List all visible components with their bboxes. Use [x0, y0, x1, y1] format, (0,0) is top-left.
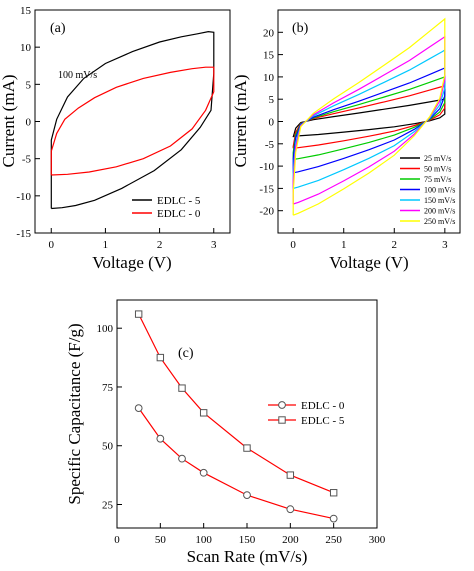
panel-c-label: (c): [178, 346, 194, 361]
panel-b-xtick-label: 2: [392, 239, 398, 251]
panel-b-ylabel: Current (mA): [231, 74, 250, 167]
panel-b-xlabel: Voltage (V): [329, 253, 408, 272]
panel-a-ytick-label: -15: [16, 228, 31, 240]
panel-a-xtick-label: 3: [211, 239, 217, 251]
panel-a-label: (a): [50, 21, 66, 36]
panel-b-xtick-label: 1: [341, 239, 347, 251]
panel-b-ytick-label: 0: [269, 117, 275, 129]
panel-c-ytick-label: 25: [102, 499, 114, 511]
panel-b-ticks: 0 1 2 3 -20 -15 -10 -5 0 5 10 15 20: [259, 27, 448, 251]
panel-c-point-square: [243, 444, 251, 452]
panel-a-xtick-label: 1: [103, 239, 109, 251]
panel-b-label: (b): [292, 21, 309, 36]
panel-b-xtick-label: 0: [290, 239, 296, 251]
panel-b-ytick-label: -20: [259, 206, 274, 218]
panel-c-point-square: [329, 489, 338, 497]
panel-a-ytick-label: 0: [26, 117, 32, 129]
panel-c-xlabel: Scan Rate (mV/s): [187, 547, 308, 566]
panel-a: 0 1 2 3 -15 -10 -5 0 5 10 15 (a) 100 mV/s Voltage …: [0, 5, 231, 272]
panel-c-point-circle: [286, 505, 295, 514]
panel-c-point-square: [199, 409, 208, 417]
panel-c-ytick-label: 50: [102, 441, 114, 453]
panel-b-series-line: [292, 35, 446, 205]
panel-a-series-line: [50, 66, 215, 176]
panel-c-xtick-label: 150: [239, 534, 256, 546]
panel-c-point-circle: [134, 404, 143, 413]
panel-c-xtick-label: 300: [369, 534, 386, 546]
panel-a-ytick-label: 5: [26, 79, 32, 91]
panel-c-legend-marker: [278, 416, 286, 424]
panel-b-series-line: [292, 17, 446, 216]
panel-b-xtick-label: 3: [442, 239, 448, 251]
panel-c-point-circle: [199, 468, 208, 477]
panel-b-series: [292, 17, 446, 216]
panel-a-series: [50, 30, 215, 210]
panel-c-xtick-label: 250: [325, 534, 342, 546]
panel-b-ytick-label: -5: [265, 139, 275, 151]
panel-c-ytick-label: 100: [97, 323, 114, 335]
panel-c-legend-label: EDLC - 0: [301, 400, 345, 412]
panel-c-xtick-label: 0: [114, 534, 120, 546]
panel-b-legend-label: 250 mV/s: [424, 217, 455, 226]
panel-c-series: [134, 310, 338, 523]
panel-b-ytick-label: 5: [269, 94, 275, 106]
panel-c-legend-label: EDLC - 5: [301, 415, 345, 427]
panel-c-point-square: [156, 353, 165, 362]
panel-a-legend-label: EDLC - 0: [157, 208, 201, 220]
panel-c-point-square: [178, 384, 186, 392]
panel-c-ylabel: Specific Capacitance (F/g): [65, 323, 84, 504]
panel-b-ytick-label: 15: [263, 50, 275, 62]
panel-b-legend-label: 150 mV/s: [424, 196, 455, 205]
panel-a-xtick-label: 2: [157, 239, 163, 251]
panel-c-legend: EDLC - 0 EDLC - 5: [268, 400, 345, 427]
panel-b-ytick-label: -10: [259, 161, 274, 173]
panel-a-ytick-label: -5: [22, 154, 32, 166]
panel-c-legend-marker: [278, 401, 286, 409]
panel-b-ytick-label: 10: [263, 72, 275, 84]
panel-a-legend-label: EDLC - 5: [157, 195, 201, 207]
panel-c-xtick-label: 100: [195, 534, 212, 546]
panel-a-ytick-label: -10: [16, 191, 31, 203]
panel-a-series-line: [50, 30, 215, 210]
panel-a-ytick-label: 10: [20, 42, 32, 54]
panel-c-point-circle: [178, 454, 186, 463]
panel-b-legend-label: 25 mV/s: [424, 154, 451, 163]
panel-b-ytick-label: 20: [263, 27, 275, 39]
panel-c-ytick-label: 75: [102, 382, 114, 394]
panel-a-ylabel: Current (mA): [0, 74, 18, 167]
panel-a-xlabel: Voltage (V): [92, 253, 171, 272]
panel-a-ticks: 0 1 2 3 -15 -10 -5 0 5 10 15: [16, 5, 217, 251]
panel-c-ticks: 0 50 100 150 200 250 300 25 50 75 100: [97, 323, 386, 546]
panel-c: 0 50 100 150 200 250 300 25 50 75 100 (c) Scan Rat…: [65, 299, 386, 566]
panel-b-legend-label: 50 mV/s: [424, 165, 451, 174]
panel-c-point-circle: [329, 514, 338, 523]
panel-b-legend-label: 200 mV/s: [424, 207, 455, 216]
panel-c-xtick-label: 50: [155, 534, 167, 546]
panel-a-xtick-label: 0: [49, 239, 55, 251]
panel-c-xtick-label: 200: [282, 534, 299, 546]
panel-b-ytick-label: -15: [259, 183, 274, 195]
panel-c-point-circle: [156, 434, 165, 443]
panel-c-point-circle: [243, 491, 251, 499]
panel-a-ytick-label: 15: [20, 5, 32, 17]
panel-b-legend-label: 100 mV/s: [424, 186, 455, 195]
panel-b-legend-label: 75 mV/s: [424, 175, 451, 184]
panel-a-annotation: 100 mV/s: [58, 70, 97, 81]
panel-c-point-square: [286, 471, 295, 479]
panel-c-point-square: [134, 310, 143, 318]
